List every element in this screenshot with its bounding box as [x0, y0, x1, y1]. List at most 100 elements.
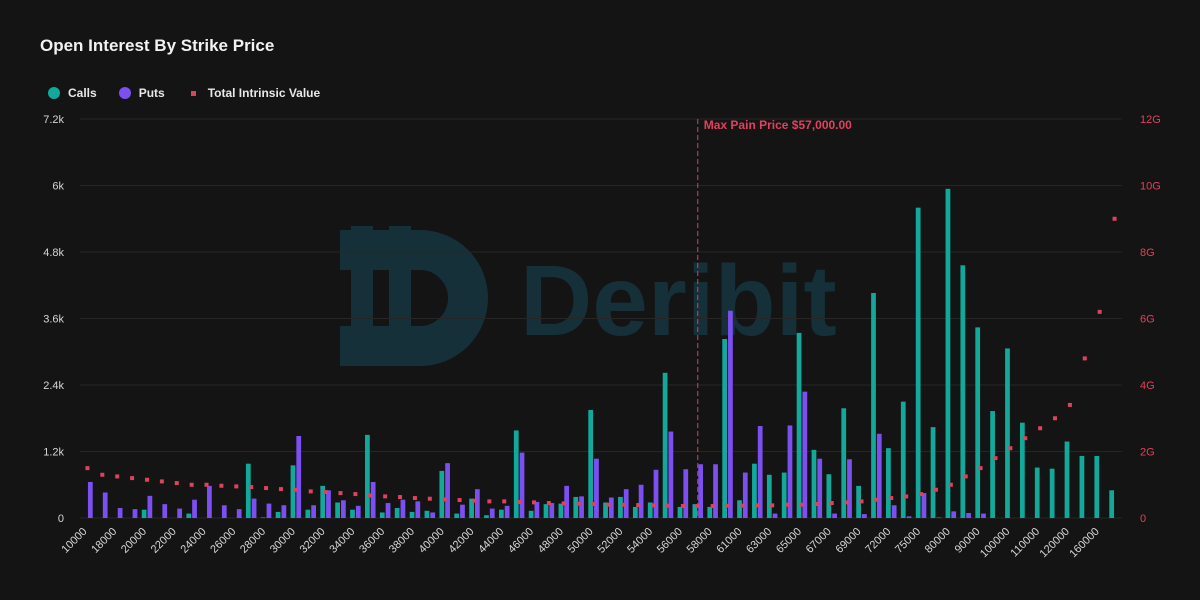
intrinsic-point — [591, 502, 596, 507]
calls-bar — [498, 509, 504, 518]
intrinsic-point — [219, 483, 224, 488]
calls-bar — [573, 496, 579, 518]
x-tick-label: 24000 — [179, 526, 209, 556]
x-tick-label: 110000 — [1008, 526, 1042, 560]
x-tick-label: 50000 — [566, 526, 596, 556]
calls-bar — [618, 496, 623, 518]
intrinsic-point — [308, 489, 313, 494]
puts-bar — [802, 391, 808, 518]
puts-bar — [415, 501, 421, 518]
y-tick-label-left: 0 — [58, 513, 64, 525]
puts-bar — [876, 433, 882, 518]
calls-bar — [766, 474, 772, 518]
calls-bar — [379, 512, 385, 518]
deribit-watermark: Deribit — [340, 226, 837, 366]
puts-bar — [162, 504, 168, 518]
intrinsic-point — [963, 474, 968, 479]
calls-swatch-icon — [48, 87, 60, 99]
intrinsic-point — [412, 496, 417, 501]
puts-bar — [608, 497, 614, 518]
x-tick-label: 40000 — [417, 526, 447, 556]
x-tick-label: 30000 — [268, 526, 298, 556]
calls-bar — [737, 500, 742, 518]
intrinsic-point — [919, 492, 924, 497]
x-tick-label: 38000 — [387, 526, 417, 556]
intrinsic-series — [85, 216, 1117, 509]
puts-bar — [489, 508, 495, 518]
puts-bar — [266, 503, 272, 518]
intrinsic-point — [472, 498, 477, 503]
calls-bar — [1019, 422, 1025, 518]
calls-bar — [722, 339, 728, 518]
deribit-logo-icon — [340, 226, 488, 366]
puts-bar — [981, 513, 986, 518]
legend-item-puts[interactable]: Puts — [118, 86, 165, 100]
puts-bar — [102, 492, 108, 518]
x-tick-label: 72000 — [863, 526, 893, 556]
intrinsic-point — [606, 502, 611, 507]
max-pain-label: Max Pain Price $57,000.00 — [704, 118, 852, 132]
legend-item-intrinsic[interactable]: Total Intrinsic Value — [187, 86, 320, 100]
calls-bar — [365, 434, 370, 518]
calls-bar — [990, 411, 995, 518]
y-tick-label-left: 2.4k — [43, 380, 64, 392]
calls-bar — [886, 448, 891, 518]
intrinsic-point — [680, 504, 685, 509]
legend-item-calls[interactable]: Calls — [48, 86, 97, 100]
intrinsic-point — [978, 466, 983, 471]
puts-bar — [132, 509, 138, 518]
y-tick-label-left: 1.2k — [43, 447, 64, 459]
x-tick-label: 67000 — [804, 526, 834, 556]
puts-bar — [891, 505, 897, 518]
intrinsic-point — [264, 486, 269, 491]
y-tick-label-right: 10G — [1140, 181, 1161, 193]
intrinsic-point — [100, 472, 105, 477]
calls-bar — [930, 427, 936, 518]
chart-title: Open Interest By Strike Price — [40, 36, 275, 55]
intrinsic-point — [1053, 416, 1058, 421]
puts-bar — [564, 485, 570, 518]
calls-bar — [960, 265, 966, 518]
calls-bar — [439, 470, 445, 518]
x-tick-label: 34000 — [327, 526, 357, 556]
x-tick-label: 42000 — [446, 526, 476, 556]
intrinsic-point — [993, 456, 998, 461]
x-tick-label: 100000 — [978, 526, 1012, 560]
x-tick-label: 26000 — [208, 526, 238, 556]
x-tick-label: 18000 — [89, 526, 119, 556]
calls-bar — [781, 472, 787, 518]
intrinsic-point — [278, 487, 283, 492]
puts-bar — [549, 503, 555, 518]
puts-bar — [772, 513, 778, 518]
x-tick-label: 69000 — [834, 526, 864, 556]
intrinsic-point — [1082, 356, 1087, 361]
puts-bar — [370, 481, 376, 518]
puts-bar — [951, 511, 957, 518]
intrinsic-point — [427, 496, 432, 501]
calls-bar — [1049, 468, 1055, 518]
intrinsic-point — [844, 500, 849, 505]
intrinsic-point — [859, 499, 864, 504]
x-tick-label: 58000 — [685, 526, 715, 556]
x-tick-label: 63000 — [744, 526, 774, 556]
calls-bar — [409, 511, 415, 518]
intrinsic-point — [442, 497, 447, 502]
calls-bar — [588, 409, 594, 518]
intrinsic-point — [933, 487, 938, 492]
calls-bar — [752, 463, 757, 518]
intrinsic-point — [1023, 436, 1028, 441]
calls-bar — [647, 502, 653, 518]
x-tick-label: 32000 — [298, 526, 328, 556]
intrinsic-point — [383, 494, 388, 499]
intrinsic-point — [144, 477, 149, 482]
y-tick-label-left: 6k — [52, 181, 64, 193]
puts-bar — [296, 435, 302, 518]
intrinsic-point — [353, 492, 358, 497]
calls-bar — [186, 513, 192, 518]
calls-series — [141, 188, 1115, 518]
calls-bar — [528, 510, 534, 518]
calls-bar — [826, 474, 832, 518]
calls-bar — [141, 509, 147, 518]
puts-bar — [653, 469, 659, 518]
intrinsic-point — [561, 501, 566, 506]
